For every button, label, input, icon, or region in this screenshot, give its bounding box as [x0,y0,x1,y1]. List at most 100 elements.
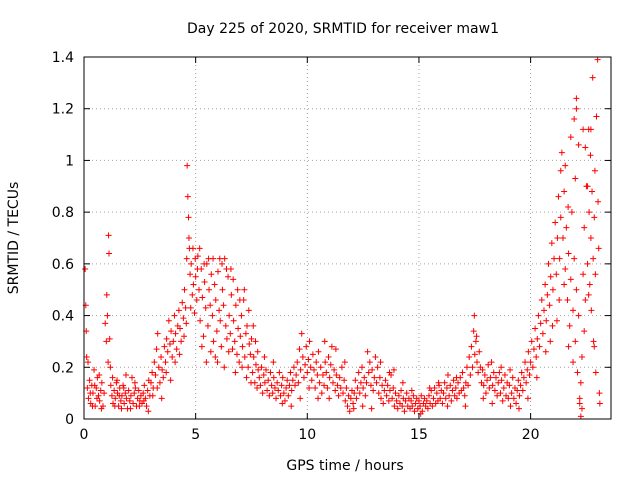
data-point [166,341,173,348]
data-point [192,255,199,262]
data-point [264,387,271,394]
data-point [118,405,125,412]
data-point [161,343,168,350]
data-point [163,369,170,376]
data-point [472,338,479,345]
data-point [151,359,158,366]
data-point [523,379,530,386]
data-point [411,408,418,415]
data-point [350,405,357,412]
data-point [547,338,554,345]
data-point [380,400,387,407]
data-point [383,392,390,399]
data-point [385,397,392,404]
data-point [544,291,551,298]
data-point [469,364,476,371]
data-point [286,382,293,389]
data-point [290,364,297,371]
data-point [542,281,549,288]
data-point [453,374,460,381]
data-point [91,366,98,373]
data-point [482,390,489,397]
data-point [524,366,531,373]
data-point [423,397,430,404]
data-point [474,359,481,366]
data-point [93,395,100,402]
data-point [439,400,446,407]
data-point [245,307,252,314]
data-point [228,291,235,298]
data-point [250,353,257,360]
data-point [446,392,453,399]
data-point [514,387,521,394]
data-point [208,271,215,278]
data-point [576,395,583,402]
data-point [256,374,263,381]
data-point [498,364,505,371]
data-point [175,307,182,314]
data-point [507,366,514,373]
data-point [300,374,307,381]
data-point [180,315,187,322]
data-point [369,366,376,373]
data-point [214,268,221,275]
data-point [453,395,460,402]
data-point [172,359,179,366]
data-point [343,384,350,391]
data-point [189,291,196,298]
data-point [549,322,556,329]
data-point [321,338,328,345]
data-point [257,382,264,389]
data-point [136,403,143,410]
data-point [567,276,574,283]
data-point [367,382,374,389]
data-point [183,320,190,327]
data-point [229,346,236,353]
data-point [496,369,503,376]
data-point [276,369,283,376]
data-point [558,149,565,156]
data-point [352,377,359,384]
data-point [331,366,338,373]
data-point [183,255,190,262]
data-point [187,304,194,311]
data-point [149,392,156,399]
data-point [417,403,424,410]
data-point [298,330,305,337]
data-point [295,379,302,386]
data-point [424,405,431,412]
data-point [429,403,436,410]
data-point [271,384,278,391]
data-point [266,392,273,399]
data-point [103,291,110,298]
data-point [285,392,292,399]
data-point [315,348,322,355]
data-point [580,126,587,133]
data-point [236,297,243,304]
data-point [556,297,563,304]
data-point [220,302,227,309]
data-point [561,188,568,195]
data-point [354,384,361,391]
data-point [370,387,377,394]
data-point [549,286,556,293]
data-point [444,403,451,410]
data-point [304,369,311,376]
data-point [247,351,254,358]
data-point [184,162,191,169]
data-point [518,369,525,376]
data-point [589,188,596,195]
data-point [398,387,405,394]
data-point [455,379,462,386]
data-point [182,304,189,311]
data-point [109,374,116,381]
data-point [230,276,237,283]
data-point [302,361,309,368]
data-point [259,390,266,397]
data-point [373,379,380,386]
data-point [227,266,234,273]
data-points [82,56,603,420]
data-point [565,250,572,257]
data-point [141,382,148,389]
data-point [485,361,492,368]
